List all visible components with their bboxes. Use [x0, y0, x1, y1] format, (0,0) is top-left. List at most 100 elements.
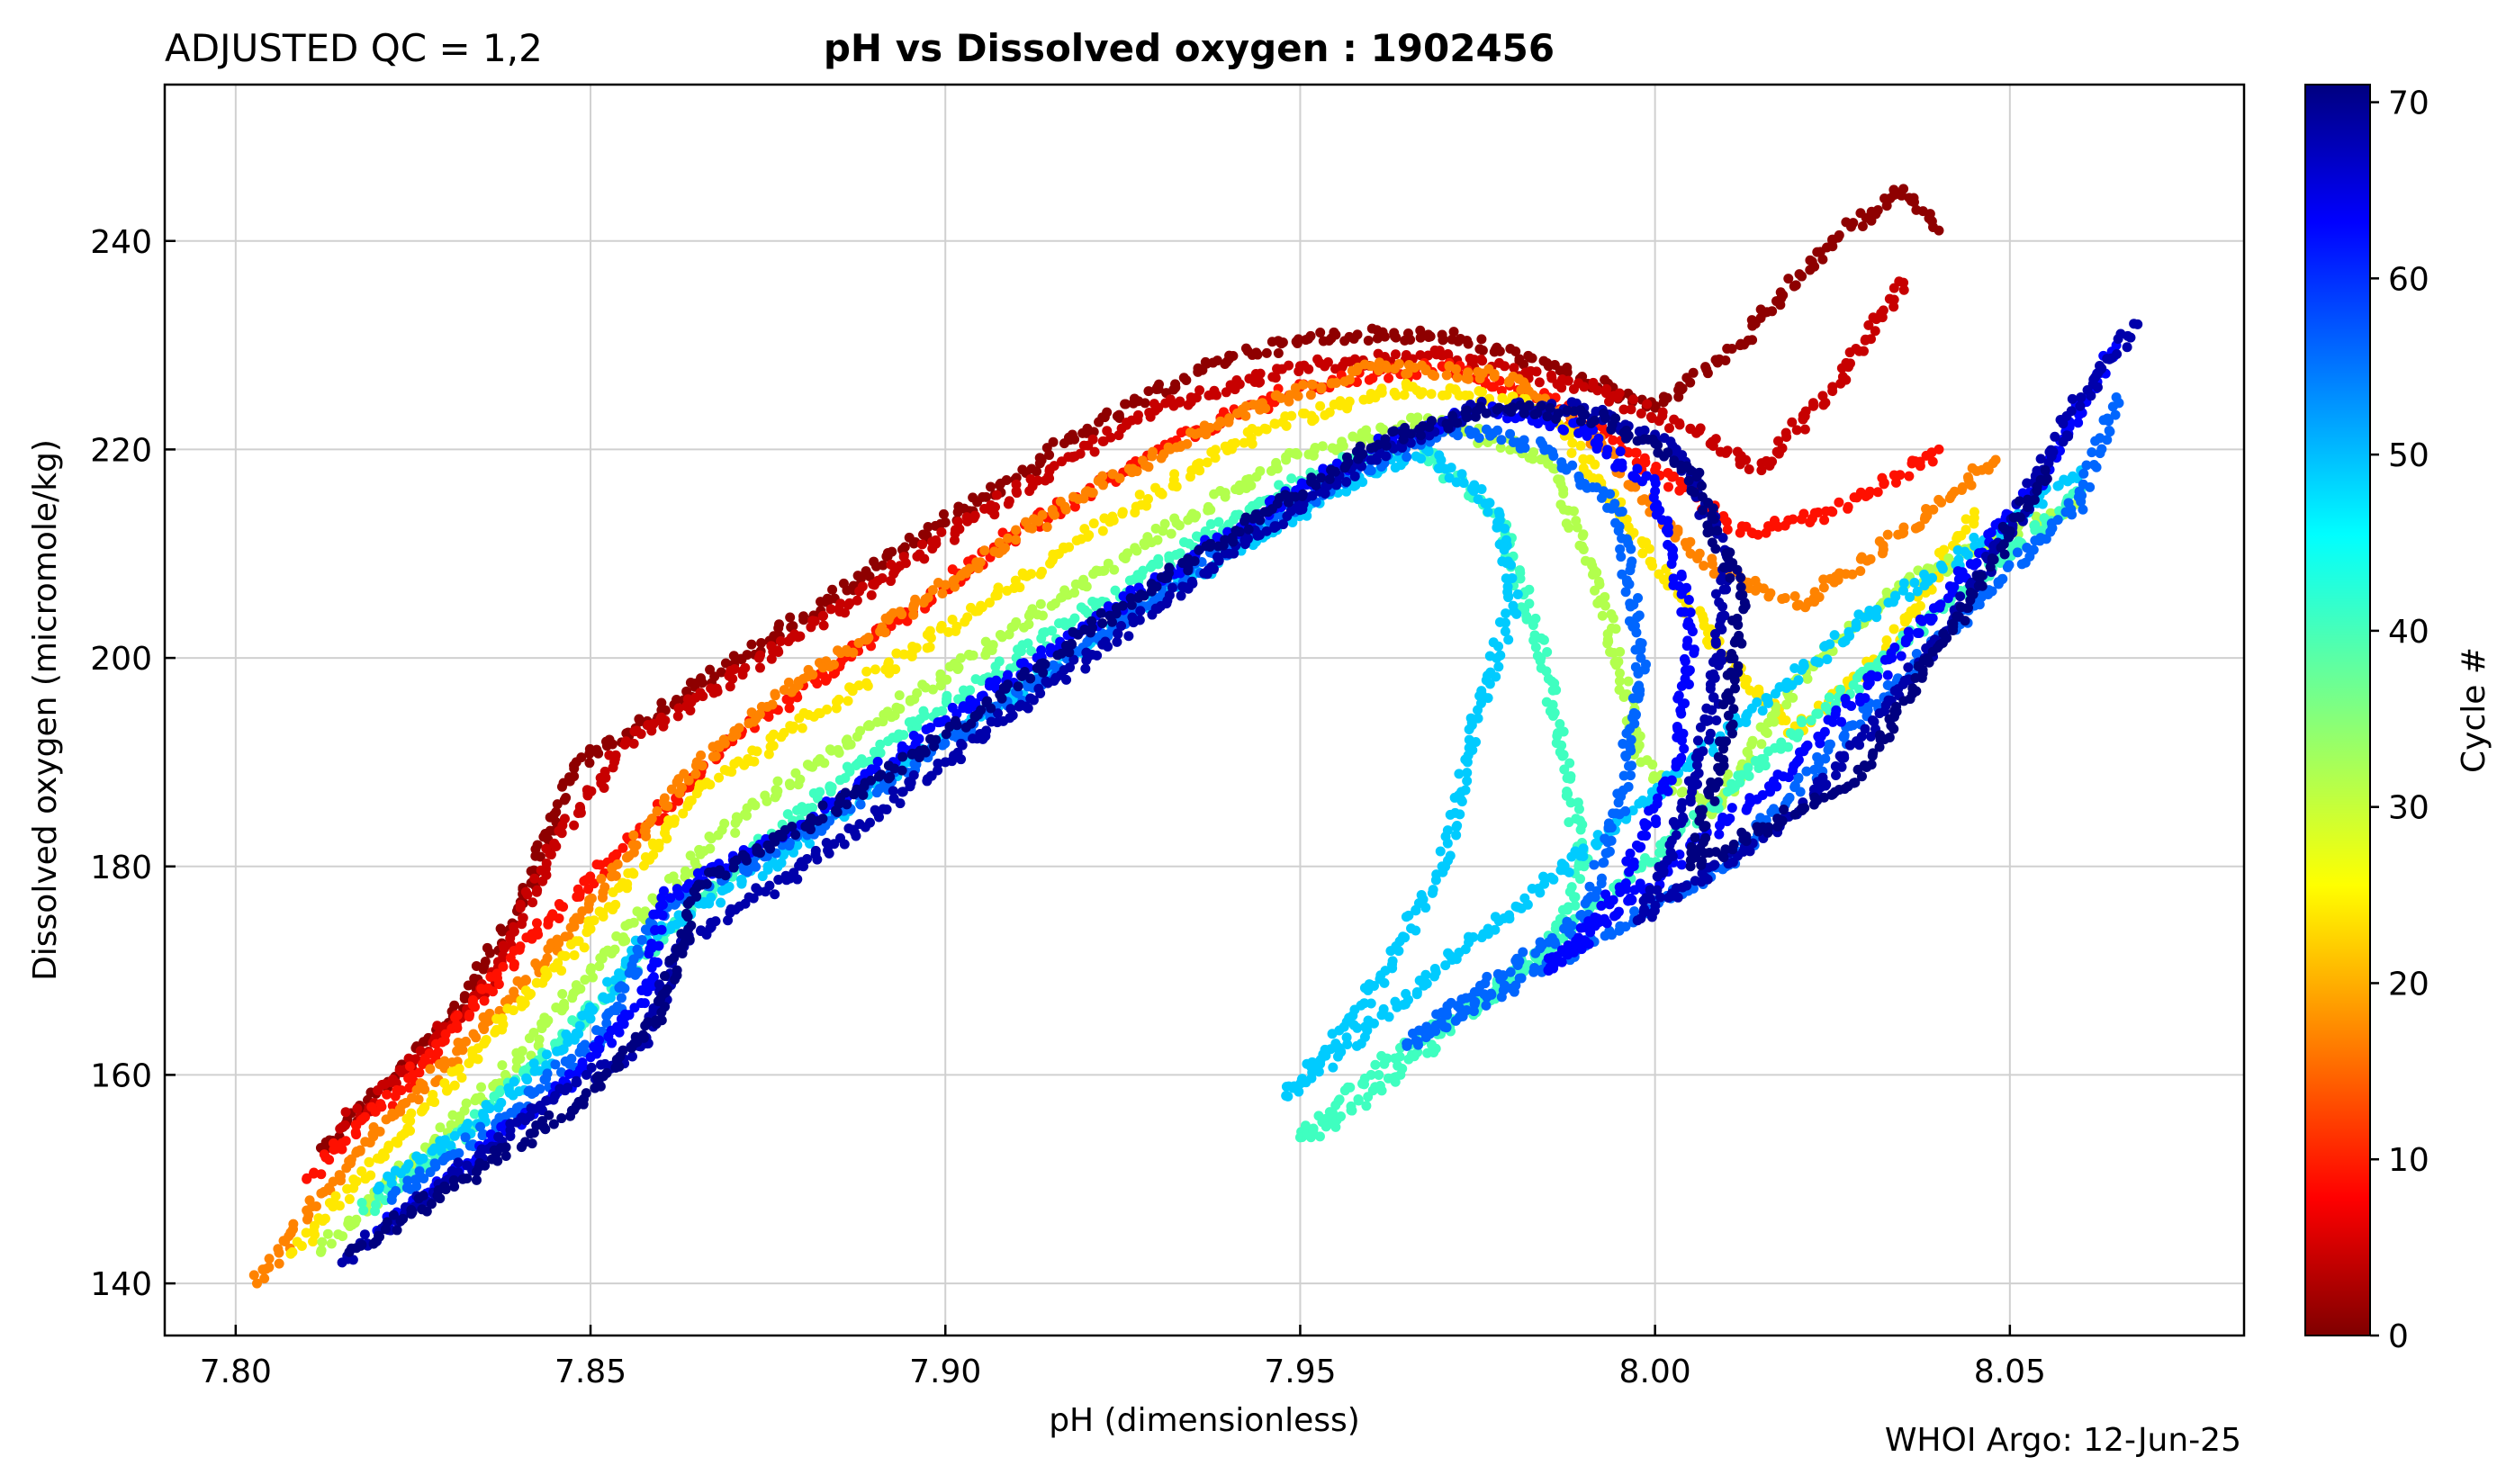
data-point	[1771, 702, 1781, 713]
data-point	[248, 1270, 259, 1281]
data-point	[273, 1244, 284, 1255]
data-point	[2012, 547, 2023, 558]
data-point	[1387, 956, 1398, 967]
data-point	[1037, 509, 1048, 520]
data-point	[345, 1158, 356, 1169]
data-point	[1366, 434, 1376, 445]
data-point	[1221, 387, 1231, 398]
data-point	[584, 758, 595, 769]
data-point	[1182, 438, 1193, 449]
data-point	[1415, 325, 1426, 336]
data-point	[1503, 592, 1514, 603]
data-point	[1601, 383, 1612, 394]
data-point	[1026, 569, 1037, 580]
data-point	[1630, 709, 1641, 720]
data-point	[857, 581, 868, 592]
data-point	[612, 859, 623, 869]
data-point	[807, 803, 818, 814]
data-point	[948, 575, 959, 586]
data-point	[415, 1046, 426, 1057]
data-point	[695, 688, 706, 698]
data-point	[890, 664, 901, 675]
data-point	[1313, 1066, 1324, 1077]
data-point	[927, 585, 938, 596]
data-point	[484, 1008, 495, 1019]
data-point	[1377, 327, 1388, 337]
data-point	[1333, 1042, 1344, 1053]
data-point	[1076, 534, 1086, 544]
data-point	[1044, 450, 1055, 461]
data-point	[1777, 593, 1788, 604]
data-point	[1153, 553, 1164, 564]
data-point	[1636, 409, 1646, 419]
data-point	[1003, 533, 1014, 544]
data-point	[750, 800, 761, 811]
data-point	[1817, 391, 1828, 401]
data-point	[1608, 435, 1618, 445]
data-point	[678, 808, 689, 819]
data-point	[567, 1015, 578, 1026]
data-point	[1541, 666, 1552, 677]
data-point	[1928, 221, 1939, 232]
data-point	[659, 793, 670, 804]
data-point	[1771, 296, 1782, 307]
data-point	[1747, 335, 1758, 346]
data-point	[1364, 374, 1375, 385]
data-point	[669, 814, 680, 825]
data-point	[473, 1043, 483, 1054]
data-point	[452, 1010, 463, 1021]
data-point	[1445, 809, 1456, 820]
data-point	[826, 782, 837, 793]
data-point	[697, 760, 708, 771]
data-point	[900, 558, 911, 569]
data-point	[1618, 738, 1628, 749]
data-point	[1132, 409, 1143, 420]
data-point	[1608, 613, 1618, 624]
data-point	[304, 1195, 315, 1206]
data-point	[1587, 570, 1598, 580]
data-point	[1442, 838, 1453, 849]
data-point	[1424, 1029, 1435, 1039]
data-point	[848, 647, 859, 658]
data-point	[1055, 496, 1066, 507]
data-point	[585, 871, 596, 882]
data-point	[797, 723, 807, 733]
data-point	[1969, 512, 1979, 523]
data-point	[464, 1009, 475, 1020]
data-point	[1421, 978, 1432, 989]
data-point	[1163, 442, 1174, 453]
data-point	[1824, 692, 1834, 703]
data-point	[469, 1109, 480, 1120]
data-point	[819, 758, 830, 769]
data-point	[1328, 1062, 1339, 1073]
data-point	[1286, 473, 1297, 484]
data-point	[1516, 384, 1527, 395]
data-point	[1351, 365, 1362, 376]
data-point	[1261, 347, 1272, 358]
data-point	[1117, 508, 1128, 519]
data-point	[1285, 390, 1295, 400]
data-point	[1439, 1021, 1450, 1032]
data-point	[1618, 692, 1629, 703]
data-point	[1829, 630, 1840, 641]
data-point	[1174, 397, 1185, 408]
data-point	[1391, 390, 1402, 400]
data-point	[1904, 471, 1915, 481]
data-point	[1108, 515, 1119, 526]
data-point	[924, 625, 935, 636]
data-point	[1041, 522, 1052, 533]
data-point	[1927, 456, 1938, 467]
data-point	[912, 551, 923, 562]
data-point	[986, 481, 996, 492]
data-point	[1122, 548, 1132, 559]
data-point	[1608, 808, 1618, 819]
data-point	[1780, 715, 1791, 725]
data-point	[1597, 610, 1608, 621]
data-point	[766, 653, 777, 664]
data-point	[515, 941, 526, 952]
data-point	[324, 1198, 335, 1209]
data-point	[1484, 498, 1495, 508]
data-point	[580, 975, 590, 985]
data-point	[1475, 698, 1486, 709]
data-point	[1315, 328, 1326, 338]
